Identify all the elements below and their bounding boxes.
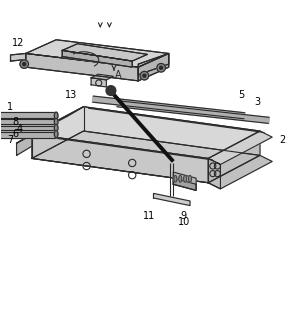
Circle shape [157,63,165,72]
Polygon shape [32,131,260,183]
Polygon shape [208,131,260,183]
Text: 7: 7 [7,135,14,145]
Polygon shape [173,172,196,190]
Ellipse shape [54,118,58,126]
Polygon shape [92,96,245,119]
Polygon shape [91,74,113,80]
Text: 1: 1 [7,102,14,112]
Text: 8: 8 [12,117,18,127]
Polygon shape [173,178,196,190]
Text: 11: 11 [143,211,155,221]
Ellipse shape [54,124,58,132]
Polygon shape [32,134,208,183]
Polygon shape [208,131,272,164]
Polygon shape [208,159,220,189]
Text: 10: 10 [178,217,190,227]
Polygon shape [91,78,106,87]
Ellipse shape [54,112,58,119]
Text: 2: 2 [280,135,286,145]
Polygon shape [0,124,56,132]
Text: 13: 13 [65,89,77,100]
Polygon shape [32,107,260,159]
Polygon shape [26,40,169,67]
Ellipse shape [188,175,192,182]
Ellipse shape [184,175,187,182]
Polygon shape [0,112,56,119]
Polygon shape [17,134,32,155]
Polygon shape [0,130,56,138]
Polygon shape [17,107,84,143]
Polygon shape [26,53,138,81]
Polygon shape [62,50,132,67]
Text: 4: 4 [17,124,23,134]
Text: 9: 9 [181,211,187,221]
Polygon shape [138,53,169,75]
Polygon shape [208,155,272,189]
Ellipse shape [54,130,58,138]
Text: 12: 12 [12,38,24,48]
Circle shape [140,71,149,80]
Text: 5: 5 [239,89,245,100]
Ellipse shape [179,175,182,182]
Polygon shape [117,101,270,123]
Text: 3: 3 [254,97,260,107]
Polygon shape [10,53,26,61]
Circle shape [23,63,26,65]
Ellipse shape [174,175,177,182]
Text: 6: 6 [12,129,18,139]
Polygon shape [154,193,190,206]
Circle shape [143,74,146,77]
Circle shape [106,86,116,95]
Polygon shape [0,118,56,126]
Circle shape [160,66,163,69]
Polygon shape [138,53,169,81]
Polygon shape [62,44,147,61]
Circle shape [20,60,29,68]
Text: A: A [115,70,122,80]
